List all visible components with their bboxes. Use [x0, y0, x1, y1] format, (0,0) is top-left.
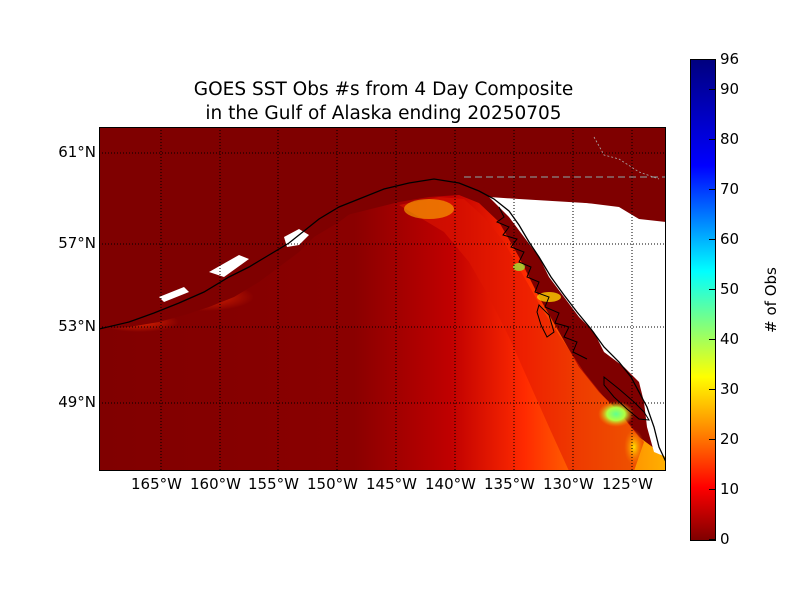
colorbar-label-10: 10 — [720, 480, 740, 498]
colorbar-gradient — [691, 60, 715, 540]
title-line-2: in the Gulf of Alaska ending 20250705 — [205, 103, 562, 124]
colorbar-tick — [709, 439, 715, 440]
graticule — [99, 127, 666, 471]
lon-label-160w: 160°W — [190, 475, 241, 493]
title-line-1: GOES SST Obs #s from 4 Day Composite — [193, 79, 574, 100]
colorbar-tick — [709, 389, 715, 390]
warm-patch — [624, 429, 644, 465]
border-line — [593, 136, 660, 180]
sst-map — [99, 127, 666, 471]
lat-label-49n: 49°N — [58, 393, 96, 411]
high-obs-patch — [513, 263, 525, 271]
no-data-lake — [209, 255, 249, 277]
colorbar-label-70: 70 — [720, 180, 740, 198]
colorbar-tick — [709, 539, 715, 540]
lat-label-53n: 53°N — [58, 317, 96, 335]
colorbar-label-20: 20 — [720, 430, 740, 448]
colorbar-tick — [709, 239, 715, 240]
colorbar-label-90: 90 — [720, 80, 740, 98]
colorbar-tick — [709, 189, 715, 190]
colorbar-label-60: 60 — [720, 230, 740, 248]
lon-label-125w: 125°W — [602, 475, 653, 493]
map-border — [99, 127, 666, 471]
lon-label-165w: 165°W — [131, 475, 182, 493]
lon-label-145w: 145°W — [366, 475, 417, 493]
lat-label-61n: 61°N — [58, 143, 96, 161]
lon-label-155w: 155°W — [248, 475, 299, 493]
lon-label-140w: 140°W — [425, 475, 476, 493]
coastline-alaska — [99, 178, 666, 463]
colorbar-tick — [709, 339, 715, 340]
colorbar-label-50: 50 — [720, 280, 740, 298]
colorbar-label-96: 96 — [720, 50, 740, 68]
colorbar — [690, 59, 716, 541]
chart-title: GOES SST Obs #s from 4 Day Composite in … — [100, 78, 667, 126]
colorbar-label-0: 0 — [720, 530, 730, 548]
lon-label-135w: 135°W — [484, 475, 535, 493]
haida-gwaii — [536, 304, 555, 338]
lon-label-150w: 150°W — [307, 475, 358, 493]
colorbar-label-40: 40 — [720, 330, 740, 348]
no-data-area — [489, 197, 666, 457]
vancouver-island — [603, 375, 650, 421]
coastline-detail — [495, 206, 588, 360]
colorbar-title: # of Obs — [761, 267, 780, 333]
high-obs-patch — [598, 401, 634, 427]
lon-label-130w: 130°W — [543, 475, 594, 493]
warm-patch — [404, 199, 454, 219]
colorbar-label-80: 80 — [720, 130, 740, 148]
lat-label-57n: 57°N — [58, 234, 96, 252]
map-panel — [99, 127, 666, 471]
colorbar-label-30: 30 — [720, 380, 740, 398]
no-data-lake — [159, 287, 189, 302]
colorbar-tick — [709, 489, 715, 490]
colorbar-tick — [709, 89, 715, 90]
colorbar-tick — [709, 139, 715, 140]
colorbar-tick — [709, 289, 715, 290]
